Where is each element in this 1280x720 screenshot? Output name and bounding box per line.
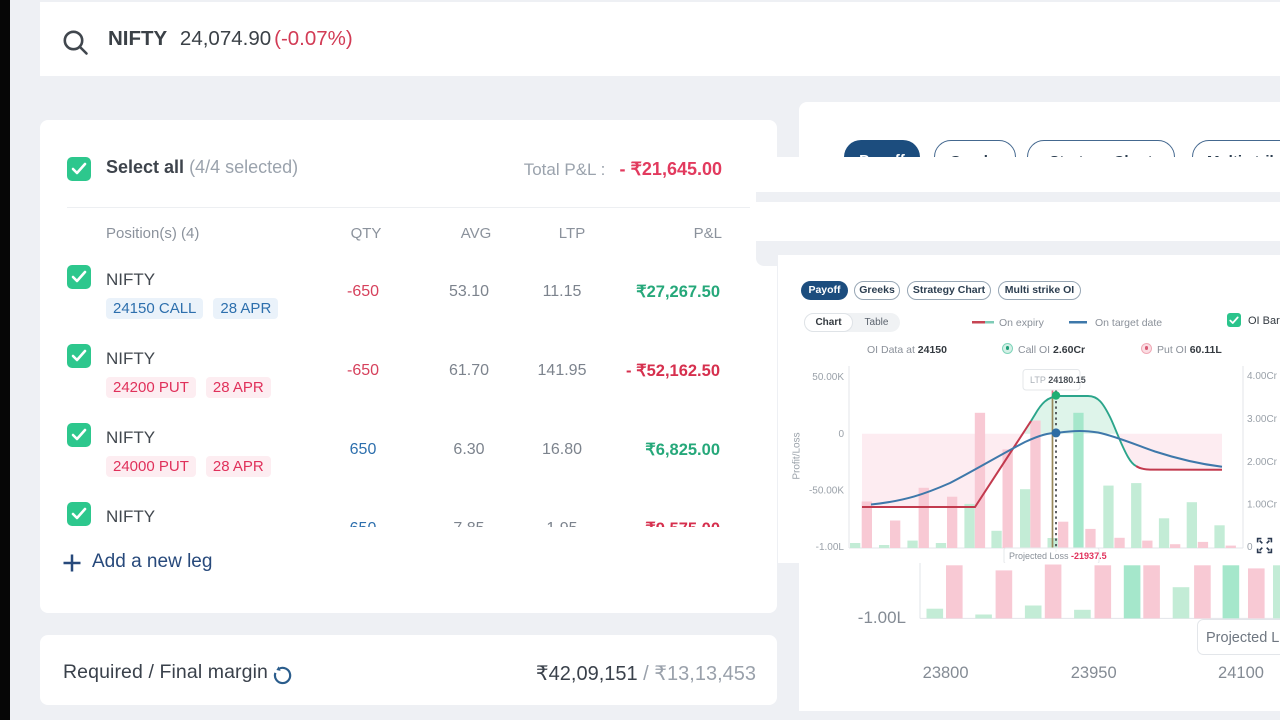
svg-text:Projected Lo: Projected Lo [1206, 630, 1280, 646]
svg-text:Profit/Loss: Profit/Loss [792, 432, 803, 479]
svg-text:24100: 24100 [1218, 664, 1264, 682]
svg-text:3.00Cr: 3.00Cr [1247, 414, 1278, 425]
svg-text:50.00K: 50.00K [812, 372, 844, 383]
svg-text:1.00Cr: 1.00Cr [1247, 500, 1278, 511]
svg-text:0: 0 [1247, 542, 1253, 553]
svg-text:-1.00L: -1.00L [858, 608, 906, 627]
svg-text:LTP 24180.15: LTP 24180.15 [1030, 375, 1086, 385]
svg-text:2.00Cr: 2.00Cr [1247, 457, 1278, 468]
svg-text:4.00Cr: 4.00Cr [1247, 371, 1278, 382]
svg-text:-50.00K: -50.00K [809, 486, 844, 497]
svg-text:-1.00L: -1.00L [816, 542, 845, 553]
svg-text:23950: 23950 [1071, 664, 1117, 682]
svg-text:Projected Loss -21937.5: Projected Loss -21937.5 [1009, 551, 1107, 561]
svg-text:0: 0 [838, 429, 844, 440]
svg-text:23800: 23800 [923, 664, 969, 682]
